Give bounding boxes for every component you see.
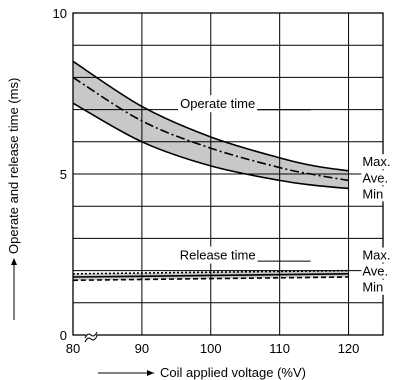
y-axis-arrowhead	[11, 258, 17, 265]
x-tick-label: 110	[269, 341, 290, 356]
legend-label: Max.	[362, 248, 390, 263]
release-ave-line	[72, 273, 349, 278]
legend-backdrop	[361, 186, 385, 202]
label-backdrop	[177, 246, 258, 264]
x-tick-label: 80	[66, 341, 80, 356]
axis-break-mark	[84, 331, 98, 339]
release-min-line	[72, 276, 349, 282]
legend-label: Min	[362, 280, 383, 295]
y-tick-label: 10	[53, 6, 67, 21]
legend-backdrop	[361, 170, 390, 186]
y-axis-title: Operate and release time (ms)	[6, 78, 21, 254]
operate-min-line	[72, 102, 349, 190]
axis-break-mark	[84, 335, 98, 343]
x-axis-arrowhead	[147, 370, 154, 376]
legend-label: Max.	[362, 154, 390, 169]
grid-layer	[72, 13, 383, 335]
operate-ave-line	[72, 76, 349, 182]
x-tick-label: 90	[135, 341, 149, 356]
release-time-label: Release time	[180, 248, 256, 263]
legend-backdrop	[361, 263, 390, 279]
operate-time-label: Operate time	[180, 96, 255, 111]
legend-label: Ave.	[362, 264, 388, 279]
x-axis-title: Coil applied voltage (%V)	[160, 365, 306, 380]
legend-label: Ave.	[362, 170, 388, 185]
series-layer	[72, 60, 349, 282]
y-tick-label: 0	[60, 328, 67, 343]
legend-label: Min	[362, 186, 383, 201]
y-tick-label: 5	[60, 167, 67, 182]
legend-backdrop	[361, 154, 392, 170]
operate-max-line	[72, 60, 349, 172]
release-max-line	[72, 269, 349, 275]
legend-backdrop	[361, 247, 392, 263]
legend-backdrop	[361, 279, 385, 295]
x-tick-label: 100	[200, 341, 222, 356]
label-backdrop	[178, 95, 258, 113]
x-tick-label: 120	[338, 341, 360, 356]
